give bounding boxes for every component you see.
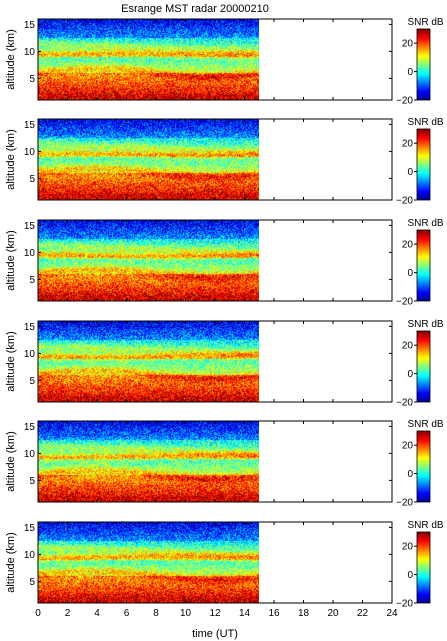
y-tick-label: 5	[29, 376, 35, 387]
y-axis-label: altitude (km)	[5, 532, 17, 593]
x-tick-label: 10	[180, 608, 192, 619]
y-tick-label: 10	[24, 349, 36, 360]
colorbar-tick-label: 20	[402, 139, 414, 150]
colorbar-tick-label: 20	[402, 341, 414, 352]
colorbar-label: SNR dB	[407, 117, 443, 128]
colorbar	[416, 28, 431, 101]
x-tick-label: 0	[35, 608, 41, 619]
y-tick-label: 10	[24, 147, 36, 158]
y-tick-label: 15	[24, 20, 36, 31]
heatmap-panel-6	[38, 522, 259, 603]
colorbar-tick-label: −20	[396, 599, 413, 610]
x-tick-label: 24	[386, 608, 398, 619]
heatmap-panel-5	[38, 421, 259, 502]
heatmap-panel-3	[38, 220, 259, 301]
y-tick-label: 15	[24, 322, 36, 333]
colorbar-tick-label: 20	[402, 240, 414, 251]
y-tick-label: 15	[24, 221, 36, 232]
y-tick-label: 5	[29, 577, 35, 588]
panel-5: 5 10 15 altitude (km) SNR dB 20 0 −20	[5, 419, 444, 509]
x-tick-label: 14	[239, 608, 251, 619]
colorbar	[416, 330, 431, 403]
y-axis-label: altitude (km)	[5, 331, 17, 392]
colorbar-tick-label: 0	[407, 570, 413, 581]
colorbar-label: SNR dB	[407, 218, 443, 229]
colorbar-tick-label: 20	[402, 441, 414, 452]
x-tick-label: 16	[268, 608, 280, 619]
colorbar-tick-label: 0	[407, 469, 413, 480]
y-tick-label: 15	[24, 120, 36, 131]
colorbar-tick-label: −20	[396, 96, 413, 107]
panel-3: 5 10 15 altitude (km) SNR dB 20 0 −20	[5, 218, 444, 308]
colorbar-tick-label: 20	[402, 39, 414, 50]
colorbar	[416, 531, 431, 604]
y-axis-label: altitude (km)	[5, 129, 17, 190]
x-axis-label: time (UT)	[192, 628, 238, 640]
y-tick-label: 10	[24, 47, 36, 58]
colorbar-tick-label: −20	[396, 498, 413, 509]
colorbar	[416, 430, 431, 503]
colorbar-tick-label: −20	[396, 196, 413, 207]
colorbar-label: SNR dB	[407, 319, 443, 330]
x-tick-label: 6	[124, 608, 130, 619]
panel-4: 5 10 15 altitude (km) SNR dB 20 0 −20	[5, 319, 444, 409]
x-tick-label: 18	[298, 608, 310, 619]
heatmap-panel-4	[38, 321, 259, 402]
y-tick-label: 5	[29, 476, 35, 487]
colorbar-tick-label: 0	[407, 268, 413, 279]
colorbar-label: SNR dB	[407, 17, 443, 28]
colorbar-tick-label: 20	[402, 542, 414, 553]
colorbar-tick-label: 0	[407, 369, 413, 380]
x-tick-label: 4	[94, 608, 100, 619]
y-tick-label: 15	[24, 523, 36, 534]
colorbar-tick-label: 0	[407, 167, 413, 178]
colorbar-tick-label: −20	[396, 297, 413, 308]
y-axis-label: altitude (km)	[5, 431, 17, 492]
colorbar-tick-label: 0	[407, 67, 413, 78]
y-tick-label: 10	[24, 449, 36, 460]
colorbar-label: SNR dB	[407, 520, 443, 531]
y-tick-label: 10	[24, 550, 36, 561]
colorbar	[416, 229, 431, 302]
panel-1: 5 10 15 altitude (km) SNR dB 20 0 −20	[5, 17, 444, 107]
y-axis-label: altitude (km)	[5, 230, 17, 291]
figure-title: Esrange MST radar 20000210	[121, 3, 269, 15]
x-tick-label: 20	[327, 608, 339, 619]
y-axis-label: altitude (km)	[5, 29, 17, 90]
x-tick-label: 22	[357, 608, 369, 619]
colorbar	[416, 128, 431, 201]
y-tick-label: 5	[29, 275, 35, 286]
x-tick-label: 8	[153, 608, 159, 619]
heatmap-panel-1	[38, 19, 259, 100]
y-tick-label: 5	[29, 174, 35, 185]
y-tick-label: 15	[24, 422, 36, 433]
colorbar-label: SNR dB	[407, 419, 443, 430]
x-tick-label: 12	[209, 608, 221, 619]
x-tick-label: 2	[65, 608, 71, 619]
y-tick-label: 5	[29, 74, 35, 85]
panel-2: 5 10 15 altitude (km) SNR dB 20 0 −20	[5, 117, 444, 207]
heatmap-panel-2	[38, 119, 259, 200]
colorbar-tick-label: −20	[396, 398, 413, 409]
y-tick-label: 10	[24, 248, 36, 259]
